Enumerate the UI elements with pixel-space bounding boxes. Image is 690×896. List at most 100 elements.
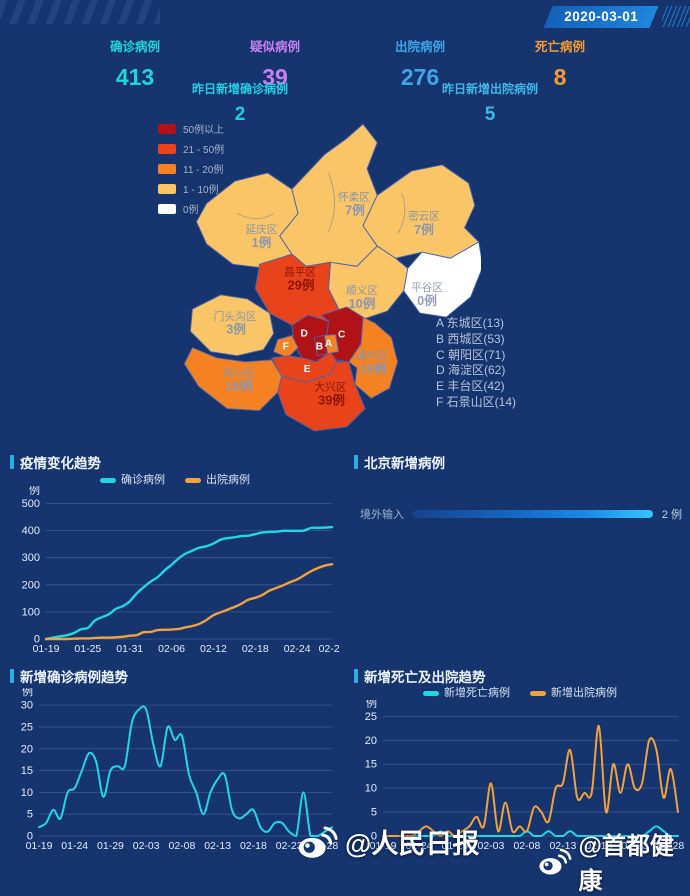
weibo-icon	[298, 825, 338, 858]
chart-legend-deaths-discharged: 新增死亡病例 新增出院病例	[354, 684, 686, 700]
legend-item: 21 - 50例	[158, 141, 224, 156]
svg-text:15: 15	[365, 759, 377, 771]
legend-swatch	[158, 183, 176, 194]
legend-label: 21 - 50例	[183, 145, 225, 156]
stat-suspected: 疑似病例 39	[205, 36, 345, 91]
svg-text:01-19: 01-19	[26, 840, 53, 852]
stat-confirmed: 确诊病例 413	[65, 36, 205, 91]
legend-item: 新增出院病例	[530, 684, 617, 700]
district-label: 大兴区	[315, 380, 347, 393]
district-cases: 7例	[414, 222, 434, 237]
legend-label: 确诊病例	[121, 474, 165, 486]
panel-title-text: 新增死亡及出院趋势	[364, 670, 486, 685]
district-cases: 0例	[417, 293, 437, 308]
district-cases: 16例	[226, 378, 253, 393]
stat-value: 2	[234, 104, 246, 125]
svg-text:02-08: 02-08	[513, 840, 540, 852]
district-label: 延庆区	[245, 223, 277, 236]
watermark-text: @人民日报	[345, 829, 480, 859]
svg-text:02-18: 02-18	[585, 840, 612, 852]
svg-text:02-12: 02-12	[200, 643, 227, 655]
line-chart-cumulative-trend: 0 100 200 300 400 500 例 01-19 01-25 01-31 02-06 02-…	[12, 482, 346, 656]
stat-label: 疑似病例	[249, 40, 300, 54]
svg-text:200: 200	[22, 579, 40, 591]
district-letter-e: E	[304, 364, 311, 375]
legend-item: 新增死亡病例	[423, 684, 510, 700]
legend-swatch	[158, 203, 176, 214]
district-fengtai	[271, 351, 338, 383]
svg-text:10: 10	[21, 787, 33, 799]
panel-title-text: 北京新增病例	[364, 456, 445, 471]
svg-text:01-24: 01-24	[406, 840, 433, 852]
title-bar-decoration	[354, 669, 358, 683]
imported-cases-bar-row: 境外输入 2 例	[360, 506, 682, 522]
legend-swatch	[185, 478, 201, 483]
svg-text:02-23: 02-23	[276, 840, 303, 852]
district-list-item: E 丰台区(42)	[436, 379, 505, 394]
district-list-item: B 西城区(53)	[436, 331, 505, 346]
district-dongcheng	[323, 333, 340, 355]
district-tongzhou	[348, 316, 399, 399]
bar-value-label: 2 例	[661, 509, 682, 521]
weibo-icon	[539, 848, 572, 874]
district-letter-f: F	[283, 342, 289, 353]
panel-title-text: 疫情变化趋势	[20, 456, 101, 471]
legend-item: 出院病例	[185, 471, 250, 487]
district-letter-a: A	[325, 339, 333, 350]
svg-text:20: 20	[21, 743, 33, 755]
svg-text:100: 100	[22, 606, 40, 618]
svg-text:25: 25	[21, 721, 33, 733]
date-banner: 2020-03-01	[543, 5, 690, 28]
panel-title-new-cases: 北京新增病例	[354, 452, 445, 472]
watermark-peoples-daily: @人民日报	[297, 822, 479, 861]
district-cases: 1例	[252, 235, 272, 250]
svg-text:0: 0	[371, 831, 377, 843]
stat-label: 确诊病例	[109, 40, 160, 54]
district-letter-c: C	[338, 329, 346, 340]
stat-new-discharged-yesterday: 昨日新增出院病例 5	[400, 80, 580, 126]
svg-text:01-19: 01-19	[370, 840, 397, 852]
stat-label: 昨日新增确诊病例	[191, 82, 288, 96]
svg-text:02-28: 02-28	[657, 840, 684, 852]
stat-label: 昨日新增出院病例	[441, 82, 538, 96]
district-label: 昌平区	[284, 267, 316, 279]
district-cases: 7例	[345, 203, 365, 218]
panel-title-new-confirmed: 新增确诊病例趋势	[10, 666, 128, 686]
stat-value: 276	[400, 64, 440, 90]
district-list-item: D 海淀区(62)	[436, 363, 506, 378]
svg-text:02-08: 02-08	[168, 840, 195, 852]
svg-text:02-03: 02-03	[133, 840, 160, 852]
legend-item: 50例以上	[158, 121, 224, 136]
svg-text:02-06: 02-06	[158, 643, 185, 655]
svg-text:500: 500	[22, 498, 40, 510]
district-case-list: A 东城区(13) B 西城区(53) C 朝阳区(71) D 海淀区(62) …	[436, 316, 516, 411]
panel-title-text: 新增确诊病例趋势	[20, 670, 128, 685]
bar-category-label: 境外输入	[360, 509, 404, 521]
panel-title-deaths-discharged: 新增死亡及出院趋势	[354, 666, 486, 686]
stat-value: 8	[553, 64, 567, 90]
legend-item: 确诊病例	[100, 471, 165, 487]
line-chart-new-confirmed: 0 5 10 15 20 25 30 例 01-19 01-24 01-29 02-03 02-08 02…	[12, 684, 340, 853]
svg-text:02-03: 02-03	[477, 840, 504, 852]
legend-label: 新增出院病例	[551, 687, 617, 699]
legend-swatch	[100, 478, 116, 483]
district-label: 密云区	[408, 210, 440, 223]
svg-text:0: 0	[27, 831, 33, 843]
district-list-item: F 石景山区(14)	[436, 394, 517, 409]
district-list-item: A 东城区(13)	[436, 316, 505, 330]
svg-text:400: 400	[22, 525, 40, 537]
district-mentougou	[189, 294, 275, 357]
stat-new-confirmed-yesterday: 昨日新增确诊病例 2	[155, 80, 325, 126]
legend-swatch	[530, 691, 546, 696]
legend-label: 1 - 10例	[183, 185, 219, 196]
svg-text:20: 20	[365, 735, 377, 747]
svg-text:01-31: 01-31	[116, 643, 143, 655]
title-bar-decoration	[10, 669, 14, 683]
stat-label: 死亡病例	[534, 40, 585, 54]
svg-text:02-13: 02-13	[204, 840, 231, 852]
stat-discharged: 出院病例 276	[350, 36, 490, 91]
legend-swatch	[158, 123, 176, 134]
stat-value: 413	[115, 64, 155, 90]
district-label: 怀柔区	[338, 191, 370, 203]
